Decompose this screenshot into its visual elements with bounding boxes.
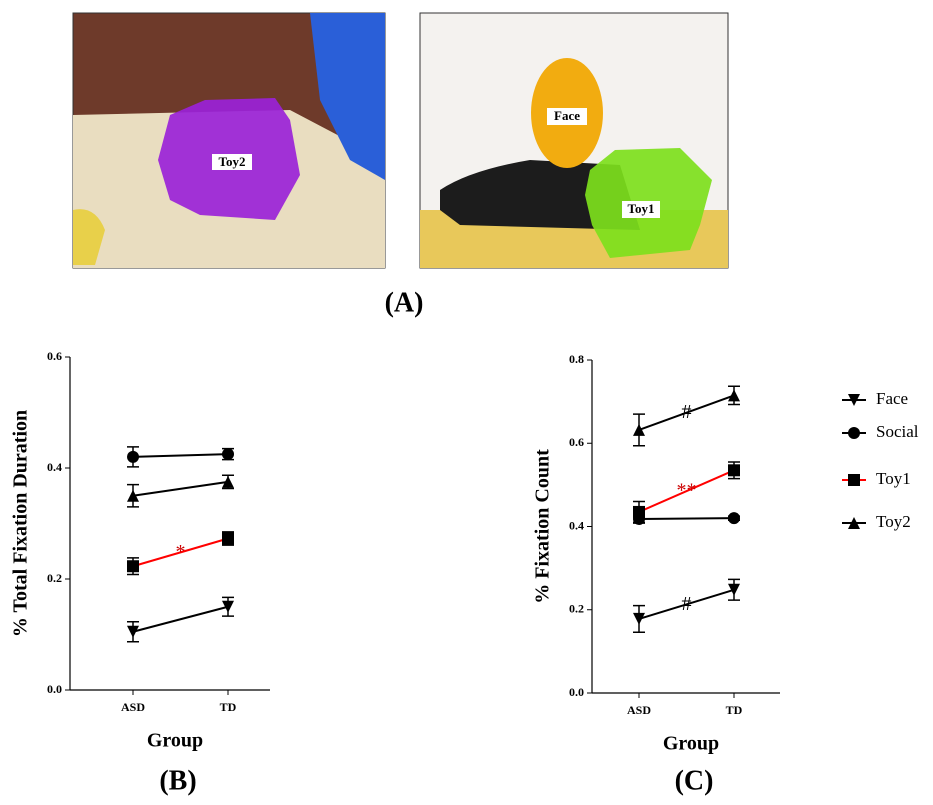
annotation: # — [682, 401, 692, 423]
series-line — [638, 517, 735, 521]
photo-left: Toy2 — [72, 12, 386, 269]
y-tick-label: 0.6 — [47, 349, 62, 363]
marker — [633, 423, 645, 436]
region-label: Toy1 — [628, 201, 655, 216]
panel-caption: (B) — [159, 765, 196, 796]
legend-label: Social — [876, 422, 919, 441]
y-tick-label: 0.0 — [569, 685, 584, 699]
x-tick-label: ASD — [121, 700, 145, 714]
marker — [848, 474, 860, 486]
annotation: * — [176, 541, 186, 563]
x-tick-label: TD — [220, 700, 237, 714]
y-axis-title: % Total Fixation Duration — [10, 410, 32, 637]
series-line — [132, 537, 229, 568]
panel-caption: (C) — [675, 765, 714, 796]
series-line — [638, 469, 735, 513]
legend-label: Face — [876, 389, 908, 408]
series-line — [638, 394, 735, 431]
marker — [728, 512, 740, 525]
marker — [848, 517, 860, 529]
photo-right: Face Toy1 — [419, 12, 729, 269]
series-line — [132, 480, 229, 497]
x-axis-title: Group — [147, 730, 203, 752]
x-axis-title: Group — [663, 733, 719, 755]
marker — [728, 583, 740, 596]
y-tick-label: 0.2 — [569, 602, 584, 616]
label-box — [212, 154, 252, 170]
label-box — [622, 201, 660, 218]
y-tick-label: 0.2 — [47, 571, 62, 585]
series-line — [132, 453, 229, 458]
legend-label: Toy1 — [876, 469, 911, 488]
marker — [222, 448, 234, 461]
y-tick-label: 0.8 — [569, 352, 584, 366]
region-label: Face — [554, 108, 580, 123]
y-tick-label: 0.0 — [47, 682, 62, 696]
y-tick-label: 0.4 — [569, 518, 584, 532]
x-tick-label: TD — [726, 703, 743, 717]
series-line — [132, 605, 229, 633]
marker — [127, 560, 139, 573]
series-line — [638, 588, 735, 620]
marker — [222, 532, 234, 545]
marker — [728, 389, 740, 402]
y-tick-label: 0.6 — [569, 435, 584, 449]
marker — [848, 394, 860, 406]
marker — [222, 600, 234, 613]
marker — [848, 427, 860, 439]
label-box — [547, 108, 587, 125]
marker — [633, 505, 645, 518]
panel-caption: (A) — [385, 287, 424, 318]
marker — [127, 625, 139, 638]
marker — [633, 612, 645, 625]
y-axis-title: % Fixation Count — [532, 449, 554, 604]
marker — [127, 450, 139, 463]
annotation: # — [682, 593, 692, 615]
legend-label: Toy2 — [876, 512, 911, 531]
marker — [728, 464, 740, 477]
region-label: Toy2 — [219, 154, 246, 169]
marker — [127, 489, 139, 502]
marker — [222, 475, 234, 488]
annotation: ** — [677, 480, 697, 502]
x-tick-label: ASD — [627, 703, 651, 717]
y-tick-label: 0.4 — [47, 460, 62, 474]
